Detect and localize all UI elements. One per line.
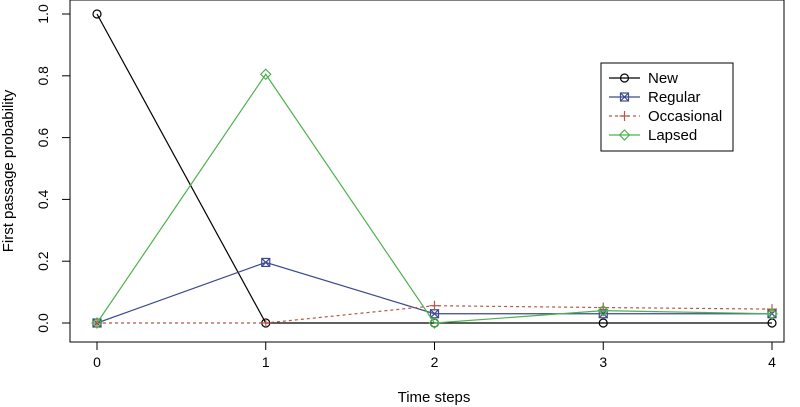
y-tick-label: 0.8 xyxy=(35,66,51,86)
data-point xyxy=(429,300,440,311)
y-axis: 0.0 0.2 0.4 0.6 0.8 1.0 xyxy=(35,4,71,333)
data-point xyxy=(619,73,630,83)
legend-item-regular: Regular xyxy=(609,89,701,106)
data-point xyxy=(261,257,271,268)
x-axis-title: Time steps xyxy=(398,389,471,406)
y-tick-label: 0.4 xyxy=(35,189,51,209)
data-point xyxy=(91,317,103,329)
x-tick-label: 1 xyxy=(262,354,270,370)
x-tick-label: 2 xyxy=(431,354,439,370)
data-point xyxy=(598,318,608,328)
legend: New Regular Occasional Lapsed xyxy=(600,62,734,152)
legend-item-new: New xyxy=(609,70,678,87)
data-point xyxy=(619,92,630,102)
x-axis: 0 1 2 3 4 xyxy=(93,341,776,370)
x-tick-label: 0 xyxy=(93,354,101,370)
x-tick-label: 4 xyxy=(768,354,776,370)
series-new xyxy=(92,9,777,328)
y-tick-label: 0.0 xyxy=(35,313,51,333)
data-point xyxy=(259,68,272,81)
data-point xyxy=(766,307,778,320)
series-occasional xyxy=(92,300,777,328)
legend-label: Regular xyxy=(648,89,701,106)
series-regular xyxy=(92,257,777,328)
y-tick-label: 0.2 xyxy=(35,251,51,271)
legend-label: Lapsed xyxy=(648,127,697,144)
series-line-lapsed xyxy=(96,73,773,324)
data-point xyxy=(92,9,102,19)
series-lapsed xyxy=(91,68,778,329)
data-point xyxy=(619,111,630,121)
legend-item-lapsed: Lapsed xyxy=(609,127,697,144)
legend-label: New xyxy=(648,70,678,87)
series-line-new xyxy=(96,13,772,324)
y-tick-label: 1.0 xyxy=(35,4,51,24)
data-point xyxy=(428,317,441,329)
legend-label: Occasional xyxy=(648,108,722,125)
plot-frame xyxy=(69,0,785,343)
data-point xyxy=(597,304,610,317)
data-point xyxy=(618,129,631,141)
data-point xyxy=(260,318,271,328)
x-tick-label: 3 xyxy=(599,354,607,370)
y-tick-label: 0.6 xyxy=(35,128,51,148)
series-layer xyxy=(91,9,778,329)
legend-item-occasional: Occasional xyxy=(609,108,722,125)
y-axis-title: First passage probability xyxy=(0,89,17,252)
